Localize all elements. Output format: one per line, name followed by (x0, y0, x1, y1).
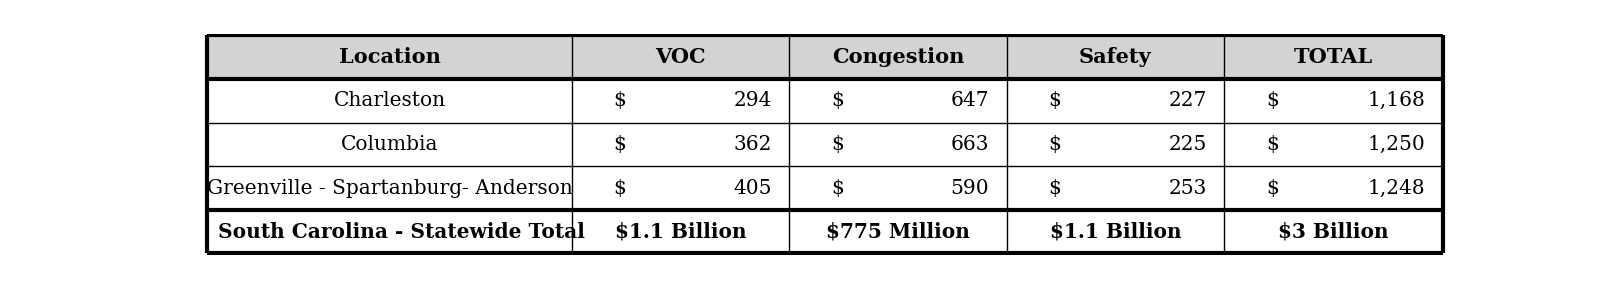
Bar (789, 166, 1006, 210)
Text: $3 Billion: $3 Billion (1278, 222, 1389, 242)
Text: 1,248: 1,248 (1367, 178, 1425, 198)
Text: Charleston: Charleston (333, 91, 446, 110)
Bar (208, 210, 572, 253)
Text: $: $ (613, 135, 626, 154)
Text: VOC: VOC (655, 47, 705, 67)
Text: Congestion: Congestion (832, 47, 964, 67)
Text: $: $ (831, 91, 844, 110)
Text: $: $ (1048, 178, 1061, 198)
Text: $: $ (831, 135, 844, 154)
Text: 294: 294 (734, 91, 771, 110)
Text: Location: Location (338, 47, 441, 67)
Text: 647: 647 (952, 91, 989, 110)
Bar (789, 79, 1006, 123)
Text: $: $ (831, 178, 844, 198)
Bar (1006, 210, 1224, 253)
Bar (1006, 123, 1224, 166)
Text: $: $ (1265, 178, 1278, 198)
Bar (789, 123, 1006, 166)
Text: South Carolina - Statewide Total: South Carolina - Statewide Total (219, 222, 586, 242)
Text: $1.1 Billion: $1.1 Billion (1050, 222, 1182, 242)
Text: $775 Million: $775 Million (826, 222, 969, 242)
Text: $: $ (1265, 91, 1278, 110)
Text: 1,168: 1,168 (1367, 91, 1425, 110)
Bar (1224, 79, 1443, 123)
Bar (789, 35, 1006, 79)
Text: 663: 663 (952, 135, 989, 154)
Text: 253: 253 (1169, 178, 1208, 198)
Bar (572, 79, 789, 123)
Bar (208, 35, 572, 79)
Text: 227: 227 (1169, 91, 1208, 110)
Text: $: $ (613, 178, 626, 198)
Text: $: $ (613, 91, 626, 110)
Bar (1224, 35, 1443, 79)
Text: 405: 405 (734, 178, 771, 198)
Text: Safety: Safety (1079, 47, 1151, 67)
Text: Columbia: Columbia (341, 135, 438, 154)
Text: $: $ (1048, 91, 1061, 110)
Bar (572, 210, 789, 253)
Bar (1006, 79, 1224, 123)
Text: 590: 590 (950, 178, 989, 198)
Bar (1224, 166, 1443, 210)
Bar (1006, 35, 1224, 79)
Bar (208, 166, 572, 210)
Bar (208, 79, 572, 123)
Bar (572, 35, 789, 79)
Text: $1.1 Billion: $1.1 Billion (615, 222, 747, 242)
Text: $: $ (1048, 135, 1061, 154)
Text: 1,250: 1,250 (1367, 135, 1425, 154)
Bar (1006, 166, 1224, 210)
Bar (572, 166, 789, 210)
Text: Greenville - Spartanburg- Anderson: Greenville - Spartanburg- Anderson (206, 178, 573, 198)
Text: 362: 362 (734, 135, 771, 154)
Text: $: $ (1265, 135, 1278, 154)
Text: 225: 225 (1169, 135, 1208, 154)
Bar (1224, 210, 1443, 253)
Bar (208, 123, 572, 166)
Bar (789, 210, 1006, 253)
Bar (1224, 123, 1443, 166)
Text: TOTAL: TOTAL (1294, 47, 1373, 67)
Bar (572, 123, 789, 166)
